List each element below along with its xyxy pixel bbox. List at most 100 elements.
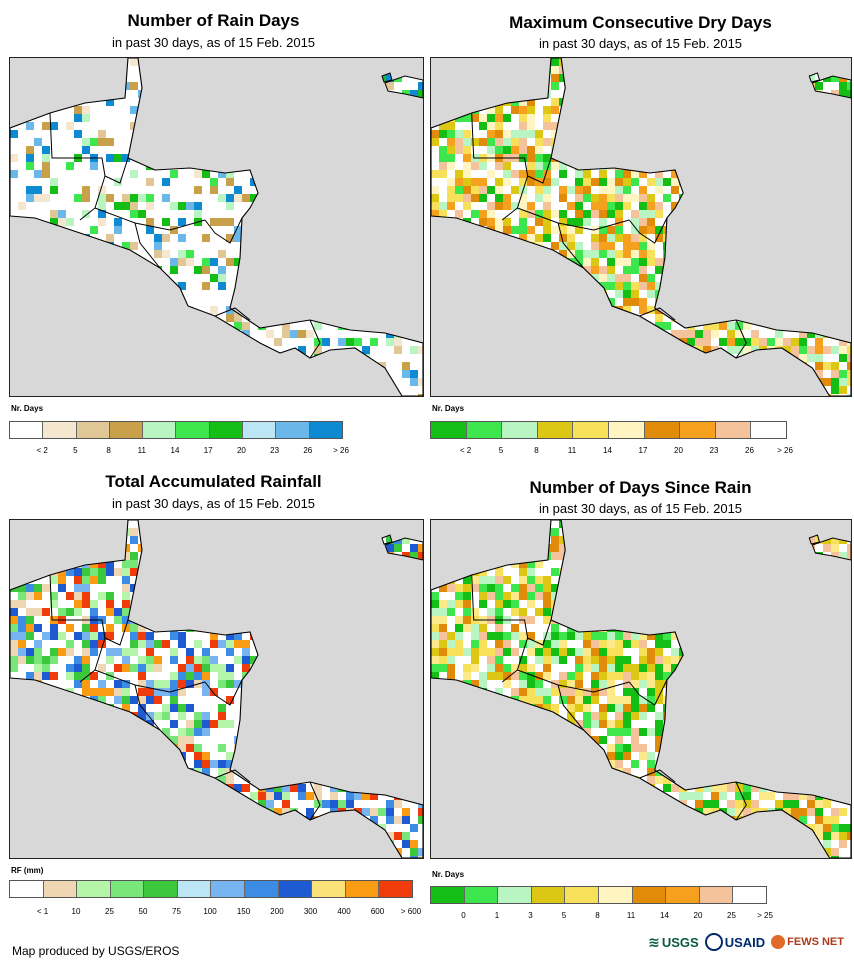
data-cell <box>575 346 583 354</box>
data-cell <box>719 234 727 242</box>
data-cell <box>631 98 639 106</box>
data-cell <box>735 266 743 274</box>
data-cell <box>410 720 418 728</box>
data-cell <box>170 370 178 378</box>
data-cell <box>559 194 567 202</box>
data-cell <box>823 362 831 370</box>
data-cell <box>639 98 647 106</box>
data-cell <box>575 600 583 608</box>
data-cell <box>751 266 759 274</box>
data-cell <box>82 568 90 576</box>
data-cell <box>639 552 647 560</box>
data-cell <box>711 640 719 648</box>
data-cell <box>519 354 527 362</box>
data-cell <box>314 648 322 656</box>
data-cell <box>463 672 471 680</box>
data-cell <box>695 122 703 130</box>
data-cell <box>282 664 290 672</box>
data-cell <box>839 656 847 664</box>
data-cell <box>543 218 551 226</box>
data-cell <box>559 632 567 640</box>
data-cell <box>631 600 639 608</box>
data-cell <box>519 696 527 704</box>
data-cell <box>751 154 759 162</box>
data-cell <box>354 640 362 648</box>
data-cell <box>26 584 34 592</box>
data-cell <box>807 592 815 600</box>
data-cell <box>591 114 599 122</box>
data-cell <box>831 186 839 194</box>
data-cell <box>402 576 410 584</box>
data-cell <box>735 98 743 106</box>
data-cell <box>671 258 679 266</box>
panel-rain-days: Number of Rain Days in past 30 days, as … <box>0 0 427 470</box>
data-cell <box>290 712 298 720</box>
data-cell <box>687 106 695 114</box>
data-cell <box>599 640 607 648</box>
data-cell <box>274 680 282 688</box>
data-cell <box>82 792 90 800</box>
data-cell <box>559 314 567 322</box>
data-cell <box>439 226 447 234</box>
data-cell <box>615 536 623 544</box>
data-cell <box>98 632 106 640</box>
data-cell <box>42 584 50 592</box>
data-cell <box>575 130 583 138</box>
data-cell <box>823 266 831 274</box>
data-cell <box>170 800 178 808</box>
data-cell <box>463 138 471 146</box>
data-cell <box>402 122 410 130</box>
data-cell <box>487 560 495 568</box>
data-cell <box>186 808 194 816</box>
data-cell <box>775 322 783 330</box>
data-cell <box>66 218 74 226</box>
data-cell <box>202 840 210 848</box>
data-cell <box>615 218 623 226</box>
data-cell <box>154 840 162 848</box>
data-cell <box>759 250 767 258</box>
data-cell <box>162 728 170 736</box>
island-coastline <box>381 534 393 545</box>
data-cell <box>50 736 58 744</box>
data-cell <box>767 114 775 122</box>
data-cell <box>346 528 354 536</box>
data-cell <box>511 520 519 528</box>
data-cell <box>647 218 655 226</box>
data-cell <box>250 576 258 584</box>
data-cell <box>775 378 783 386</box>
data-cell <box>42 544 50 552</box>
data-cell <box>394 520 402 528</box>
data-cell <box>354 82 362 90</box>
data-cell <box>775 122 783 130</box>
data-cell <box>258 696 266 704</box>
data-cell <box>130 664 138 672</box>
data-cell <box>10 640 18 648</box>
data-cell <box>639 616 647 624</box>
country-border <box>309 781 321 821</box>
data-cell <box>735 82 743 90</box>
data-cell <box>314 122 322 130</box>
data-cell <box>218 840 226 848</box>
data-cell <box>431 696 439 704</box>
data-cell <box>26 720 34 728</box>
data-cell <box>479 520 487 528</box>
data-cell <box>663 106 671 114</box>
data-cell <box>439 608 447 616</box>
data-cell <box>26 648 34 656</box>
data-cell <box>431 106 439 114</box>
data-cell <box>106 346 114 354</box>
data-cell <box>186 74 194 82</box>
data-cell <box>26 824 34 832</box>
data-cell <box>615 648 623 656</box>
data-cell <box>639 202 647 210</box>
data-cell <box>759 66 767 74</box>
data-cell <box>559 242 567 250</box>
data-cell <box>242 832 250 840</box>
data-cell <box>599 170 607 178</box>
data-cell <box>431 536 439 544</box>
data-cell <box>535 330 543 338</box>
data-cell <box>543 58 551 66</box>
data-cell <box>615 672 623 680</box>
data-cell <box>378 744 386 752</box>
data-cell <box>663 664 671 672</box>
